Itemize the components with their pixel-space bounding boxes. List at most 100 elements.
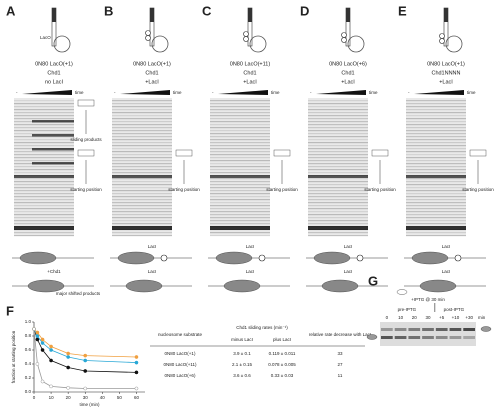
gel-band [210, 124, 270, 126]
annotation-box [469, 149, 487, 157]
gel-band [14, 223, 74, 225]
start-band [308, 175, 368, 178]
laci-label: LacI [442, 244, 451, 249]
gel-band [308, 133, 368, 135]
g-lane: +5 [439, 315, 445, 320]
laci [439, 38, 445, 44]
gel-band [14, 169, 74, 171]
table-cell: 27 [337, 362, 343, 367]
free-dna-band [112, 226, 172, 230]
data-point [134, 360, 139, 365]
gel-band [14, 235, 74, 237]
minus-lane: - [16, 90, 18, 95]
gel-band [308, 130, 368, 132]
annotation-box [371, 149, 389, 157]
nucleosome [411, 251, 449, 265]
gel-band [210, 100, 270, 102]
gel-band [406, 220, 466, 222]
nucleosome-icon [396, 289, 408, 295]
gel-band [112, 202, 172, 204]
gel-band [308, 106, 368, 108]
free-dna-band [406, 226, 466, 230]
gel-band [406, 199, 466, 201]
nucleosome [117, 251, 155, 265]
gel-band [112, 124, 172, 126]
arrow-label: +Chd1 [47, 269, 61, 274]
dna-dark [346, 8, 350, 22]
gel-band [210, 208, 270, 210]
g-lane: 0 [386, 315, 389, 320]
nucleosome-icon [366, 334, 378, 340]
arrow-label: LacI [344, 269, 353, 274]
data-point [40, 348, 45, 352]
data-point [40, 379, 45, 384]
annotation: starting position [70, 187, 102, 192]
gel-band [14, 157, 74, 159]
data-point [134, 386, 139, 391]
gel-band [14, 202, 74, 204]
gel-band [381, 336, 393, 339]
gel-band [112, 196, 172, 198]
data-point [49, 358, 53, 363]
time-label: time [75, 90, 84, 95]
laci [356, 254, 364, 262]
construct: 0N80 LacO(+6) [329, 61, 367, 67]
gel-band [112, 172, 172, 174]
condition: +LacI [439, 79, 453, 85]
gel-band [14, 133, 74, 135]
gel-band [308, 142, 368, 144]
gel-band [210, 154, 270, 156]
gel-band [406, 190, 466, 192]
gel-band [112, 235, 172, 237]
gel-band [406, 106, 466, 108]
gel-band [308, 184, 368, 186]
arrow-label: LacI [148, 269, 157, 274]
gel-band [112, 217, 172, 219]
gel-band [112, 193, 172, 195]
gel-band [406, 103, 466, 105]
gel-band [308, 172, 368, 174]
gel-band [14, 142, 74, 144]
gel-band [14, 139, 74, 141]
gel-band [210, 235, 270, 237]
gel-band [112, 118, 172, 120]
gel-band [210, 223, 270, 225]
arrow-label: LacI [442, 269, 451, 274]
gel-band [308, 145, 368, 147]
gel-band [14, 220, 74, 222]
condition: +LacI [341, 79, 355, 85]
nucleosome [19, 251, 57, 265]
annotation: starting position [462, 187, 494, 192]
gel-band [210, 199, 270, 201]
enzyme: Chd1 [47, 70, 60, 76]
gel-band [406, 142, 466, 144]
annotation: starting position [168, 187, 200, 192]
gel-band [112, 223, 172, 225]
gel-band [210, 184, 270, 186]
gel-band [210, 112, 270, 114]
series-line [33, 328, 137, 358]
gel-band [406, 148, 466, 150]
gel-band [210, 196, 270, 198]
gel-band [14, 103, 74, 105]
gel-band [210, 172, 270, 174]
gel-band [210, 151, 270, 153]
start-band [406, 175, 466, 178]
y-axis-label: fraction at starting position [11, 330, 16, 383]
g-group: post-IPTG [444, 307, 465, 312]
table-cell: 3.9 ± 0.1 [233, 351, 251, 356]
product-band [32, 120, 74, 123]
gel-band [406, 112, 466, 114]
products-label: major shifted products [56, 291, 101, 296]
x-tick-label: 60 [134, 395, 140, 400]
gel-band [308, 199, 368, 201]
nucleosome-icon [480, 326, 492, 332]
time-wedge [316, 90, 366, 95]
annotation-box [273, 149, 291, 157]
gel-band [308, 187, 368, 189]
data-point [134, 370, 139, 375]
gel-band [406, 139, 466, 141]
gel-band [112, 106, 172, 108]
gel-band [112, 166, 172, 168]
panel-letter: A [6, 3, 16, 18]
